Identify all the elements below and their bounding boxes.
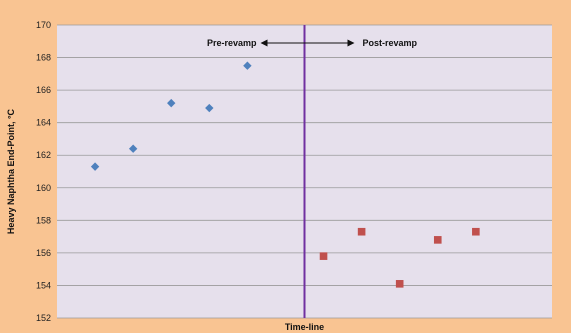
post-revamp-point bbox=[433, 236, 442, 244]
pre-revamp-point bbox=[90, 162, 100, 171]
y-tick-label: 168 bbox=[36, 53, 51, 63]
pre-revamp-point bbox=[243, 61, 252, 70]
pre-revamp-point bbox=[205, 103, 214, 113]
y-tick-label: 170 bbox=[36, 20, 51, 30]
double-arrow-icon bbox=[260, 39, 355, 47]
y-tick-label: 160 bbox=[36, 183, 51, 193]
post-revamp-label: Post-revamp bbox=[363, 38, 418, 48]
arrow-head-right bbox=[347, 39, 355, 47]
post-revamp-point bbox=[357, 227, 366, 236]
post-revamp-point bbox=[395, 280, 404, 288]
y-tick-label: 164 bbox=[36, 118, 51, 128]
y-tick-label: 156 bbox=[36, 248, 51, 258]
y-tick-label: 166 bbox=[36, 85, 51, 95]
pre-revamp-point bbox=[167, 98, 176, 108]
pre-revamp-label: Pre-revamp bbox=[207, 38, 257, 48]
pre-revamp-point bbox=[128, 144, 138, 153]
y-tick-label: 152 bbox=[36, 313, 51, 323]
y-tick-label: 158 bbox=[36, 215, 51, 225]
post-revamp-point bbox=[472, 227, 480, 236]
y-tick-labels: 152 154 156 158 160 162 164 166 168 170 bbox=[36, 20, 51, 323]
arrow-head-left bbox=[260, 39, 268, 47]
data-points bbox=[90, 61, 480, 288]
annotation-group: Pre-revamp Post-revamp bbox=[207, 38, 418, 48]
x-axis-title: Time-line bbox=[285, 322, 324, 332]
y-tick-label: 154 bbox=[36, 280, 51, 290]
y-axis-title: Heavy Naphtha End-Point, °C bbox=[6, 108, 16, 234]
y-tick-label: 162 bbox=[36, 150, 51, 160]
post-revamp-point bbox=[319, 252, 328, 260]
